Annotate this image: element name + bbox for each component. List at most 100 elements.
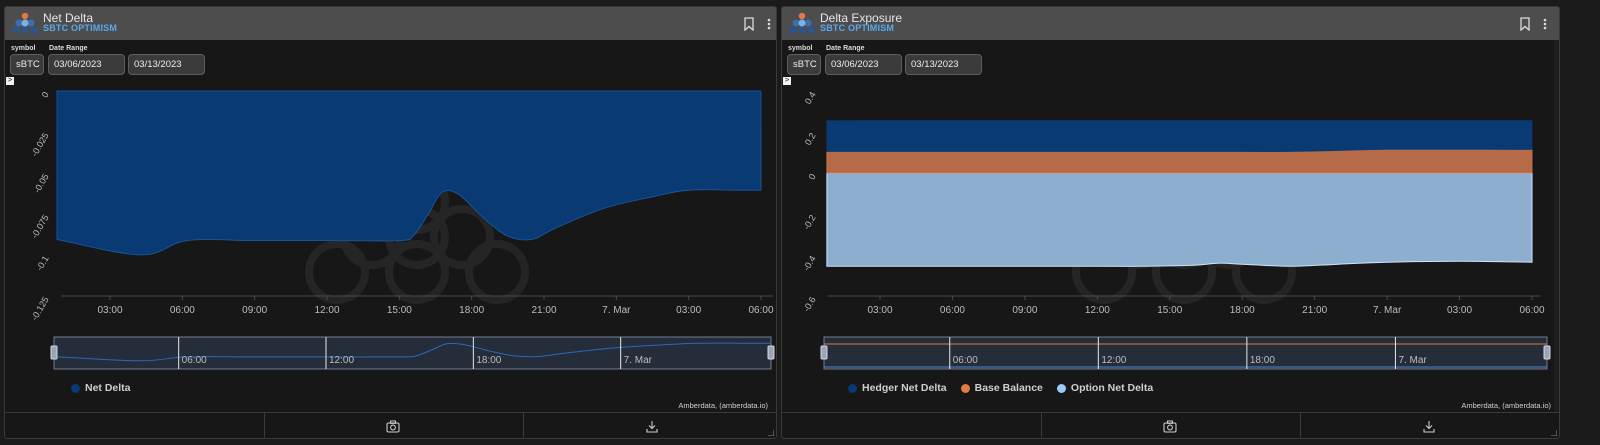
navigator-window <box>823 336 1548 370</box>
symbol-select[interactable]: sBTC <box>787 54 821 75</box>
panel-subtitle: SBTC OPTIMISM <box>43 23 118 33</box>
bookmark-icon[interactable] <box>743 17 755 31</box>
symbol-label: symbol <box>11 45 36 52</box>
y-tick-label: -0.6 <box>801 295 817 313</box>
delta-exposure-chart: 0.4 0.2 0 -0.2 -0.4 -0.6 03:00 06:00 09:00 12:00 1… <box>801 90 1551 370</box>
x-tick-label: 21:00 <box>531 305 556 316</box>
date-start-input[interactable]: 03/06/2023 <box>825 54 902 75</box>
legend-marker <box>71 383 80 393</box>
net-delta-chart: 0 -0.025 -0.05 -0.075 -0.1 -0.125 03:00 06:00 09… <box>29 90 775 370</box>
x-tick-label: 03:00 <box>676 305 701 316</box>
expand-toggle[interactable]: > <box>6 77 14 85</box>
download-icon[interactable] <box>645 420 659 433</box>
chart-legend: Net Delta <box>71 382 131 394</box>
x-tick-label: 15:00 <box>387 305 412 316</box>
symbol-select[interactable]: sBTC <box>10 54 44 75</box>
date-end-input[interactable]: 03/13/2023 <box>128 54 205 75</box>
navigator-window <box>53 336 772 370</box>
download-icon[interactable] <box>1422 420 1436 433</box>
navigator-tick-label: 12:00 <box>1101 355 1126 366</box>
x-tick-label: 12:00 <box>314 305 339 316</box>
date-end-input[interactable]: 03/13/2023 <box>905 54 982 75</box>
x-tick-label: 03:00 <box>1447 305 1472 316</box>
navigator-handle-left <box>50 345 58 360</box>
y-tick-label: -0.2 <box>801 213 817 231</box>
net-delta-panel: Net Delta SBTC OPTIMISM symbol Date Rang… <box>4 6 777 439</box>
expand-toggle[interactable]: > <box>783 77 791 85</box>
date-range-label: Date Range <box>49 45 88 52</box>
x-tick-label: 15:00 <box>1157 305 1182 316</box>
x-tick-label: 03:00 <box>867 305 892 316</box>
resize-handle-icon[interactable] <box>768 430 774 436</box>
navigator-tick-label: 7. Mar <box>624 355 653 366</box>
y-tick-label: -0.075 <box>29 213 50 240</box>
more-menu-icon[interactable] <box>1539 17 1551 31</box>
more-menu-icon[interactable] <box>763 17 775 31</box>
x-tick-label: 18:00 <box>459 305 484 316</box>
credits-link[interactable]: Amberdata, (amberdata.io) <box>1461 401 1551 410</box>
x-tick-label: 18:00 <box>1230 305 1255 316</box>
x-tick-label: 09:00 <box>1012 305 1037 316</box>
navigator-handle-right <box>767 345 775 360</box>
y-tick-label: -0.1 <box>34 254 50 272</box>
legend-item[interactable]: Net Delta <box>71 382 131 394</box>
legend-label: Option Net Delta <box>1070 382 1154 394</box>
y-tick-label: 0.2 <box>803 131 818 147</box>
series-area-base-balance <box>826 148 1533 174</box>
x-tick-label: 06:00 <box>170 305 195 316</box>
y-tick-label: -0.05 <box>32 172 51 195</box>
panel-header: Delta Exposure SBTC OPTIMISM <box>782 7 1559 40</box>
resize-handle-icon[interactable] <box>1551 430 1557 436</box>
x-tick-label: 03:00 <box>97 305 122 316</box>
legend-item[interactable]: Hedger Net Delta <box>848 382 947 394</box>
navigator-tick-label: 06:00 <box>953 355 978 366</box>
y-tick-label: -0.4 <box>801 254 817 272</box>
camera-icon[interactable] <box>386 420 400 433</box>
series-area-net-delta <box>56 90 762 256</box>
y-tick-label: -0.025 <box>29 131 50 158</box>
symbol-label: symbol <box>788 45 813 52</box>
series-area-hedger-net-delta <box>826 120 1533 152</box>
navigator-handle-left <box>820 345 828 360</box>
legend-label: Base Balance <box>974 382 1043 394</box>
y-tick-label: 0 <box>40 90 51 99</box>
x-tick-label: 7. Mar <box>602 305 631 316</box>
x-tick-label: 06:00 <box>940 305 965 316</box>
navigator: 06:00 12:00 18:00 7. Mar <box>50 336 775 370</box>
navigator: 06:00 12:00 18:00 7. Mar <box>820 336 1551 370</box>
panel-header: Net Delta SBTC OPTIMISM <box>5 7 776 40</box>
y-tick-label: 0 <box>807 172 818 181</box>
legend-marker <box>960 383 970 393</box>
bookmark-icon[interactable] <box>1519 17 1531 31</box>
navigator-series-line <box>53 342 771 362</box>
panel-title: Delta Exposure <box>820 11 903 25</box>
legend-marker <box>1056 383 1066 393</box>
panel-subtitle: SBTC OPTIMISM <box>820 23 895 33</box>
date-range-label: Date Range <box>826 45 865 52</box>
series-area-option-net-delta <box>826 172 1533 267</box>
navigator-tick-label: 12:00 <box>329 355 354 366</box>
navigator-tick-label: 7. Mar <box>1398 355 1427 366</box>
x-tick-label: 09:00 <box>242 305 267 316</box>
delta-exposure-panel: Delta Exposure SBTC OPTIMISM symbol Date… <box>781 6 1560 439</box>
navigator-tick-label: 06:00 <box>182 355 207 366</box>
x-tick-label: 7. Mar <box>1373 305 1402 316</box>
legend-label: Hedger Net Delta <box>862 382 947 394</box>
legend-item[interactable]: Option Net Delta <box>1056 382 1154 394</box>
x-tick-label: 21:00 <box>1302 305 1327 316</box>
y-tick-label: 0.4 <box>803 90 818 106</box>
date-start-input[interactable]: 03/06/2023 <box>48 54 125 75</box>
navigator-tick-label: 18:00 <box>476 355 501 366</box>
panel-footer <box>782 412 1559 438</box>
camera-icon[interactable] <box>1163 420 1177 433</box>
x-tick-label: 06:00 <box>1519 305 1544 316</box>
scrollbar[interactable] <box>1554 40 1559 412</box>
amberdata-logo-icon <box>789 12 815 34</box>
y-tick-label: -0.125 <box>29 295 50 322</box>
credits-link[interactable]: Amberdata, (amberdata.io) <box>678 401 768 410</box>
x-tick-label: 12:00 <box>1085 305 1110 316</box>
panel-title: Net Delta <box>43 11 94 25</box>
legend-item[interactable]: Base Balance <box>960 382 1043 394</box>
x-tick-label: 06:00 <box>748 305 773 316</box>
navigator-tick-label: 18:00 <box>1250 355 1275 366</box>
